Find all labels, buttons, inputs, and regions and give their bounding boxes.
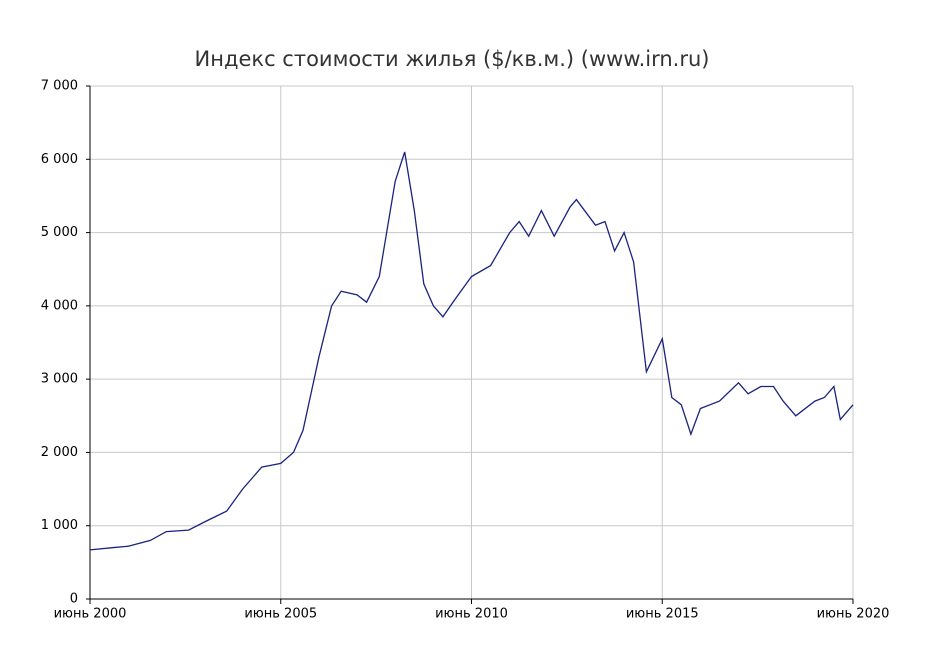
y-tick-label: 4 000 (41, 298, 78, 313)
y-tick-label: 3 000 (41, 372, 78, 387)
x-tick-label: июнь 2010 (435, 607, 508, 622)
x-tick-label: июнь 2000 (54, 607, 127, 622)
y-tick-label: 7 000 (41, 79, 78, 94)
y-tick-label: 5 000 (41, 225, 78, 240)
x-tick-label: июнь 2015 (626, 607, 699, 622)
y-tick-label: 1 000 (41, 518, 78, 533)
y-tick-label: 0 (70, 592, 78, 607)
x-tick-label: июнь 2005 (244, 607, 317, 622)
x-tick-label: июнь 2020 (817, 607, 890, 622)
line (89, 151, 854, 551)
y-tick-label: 2 000 (41, 445, 78, 460)
y-tick-label: 6 000 (41, 152, 78, 167)
chart-title: Индекс стоимости жилья ($/кв.м.) (www.ir… (195, 47, 710, 71)
